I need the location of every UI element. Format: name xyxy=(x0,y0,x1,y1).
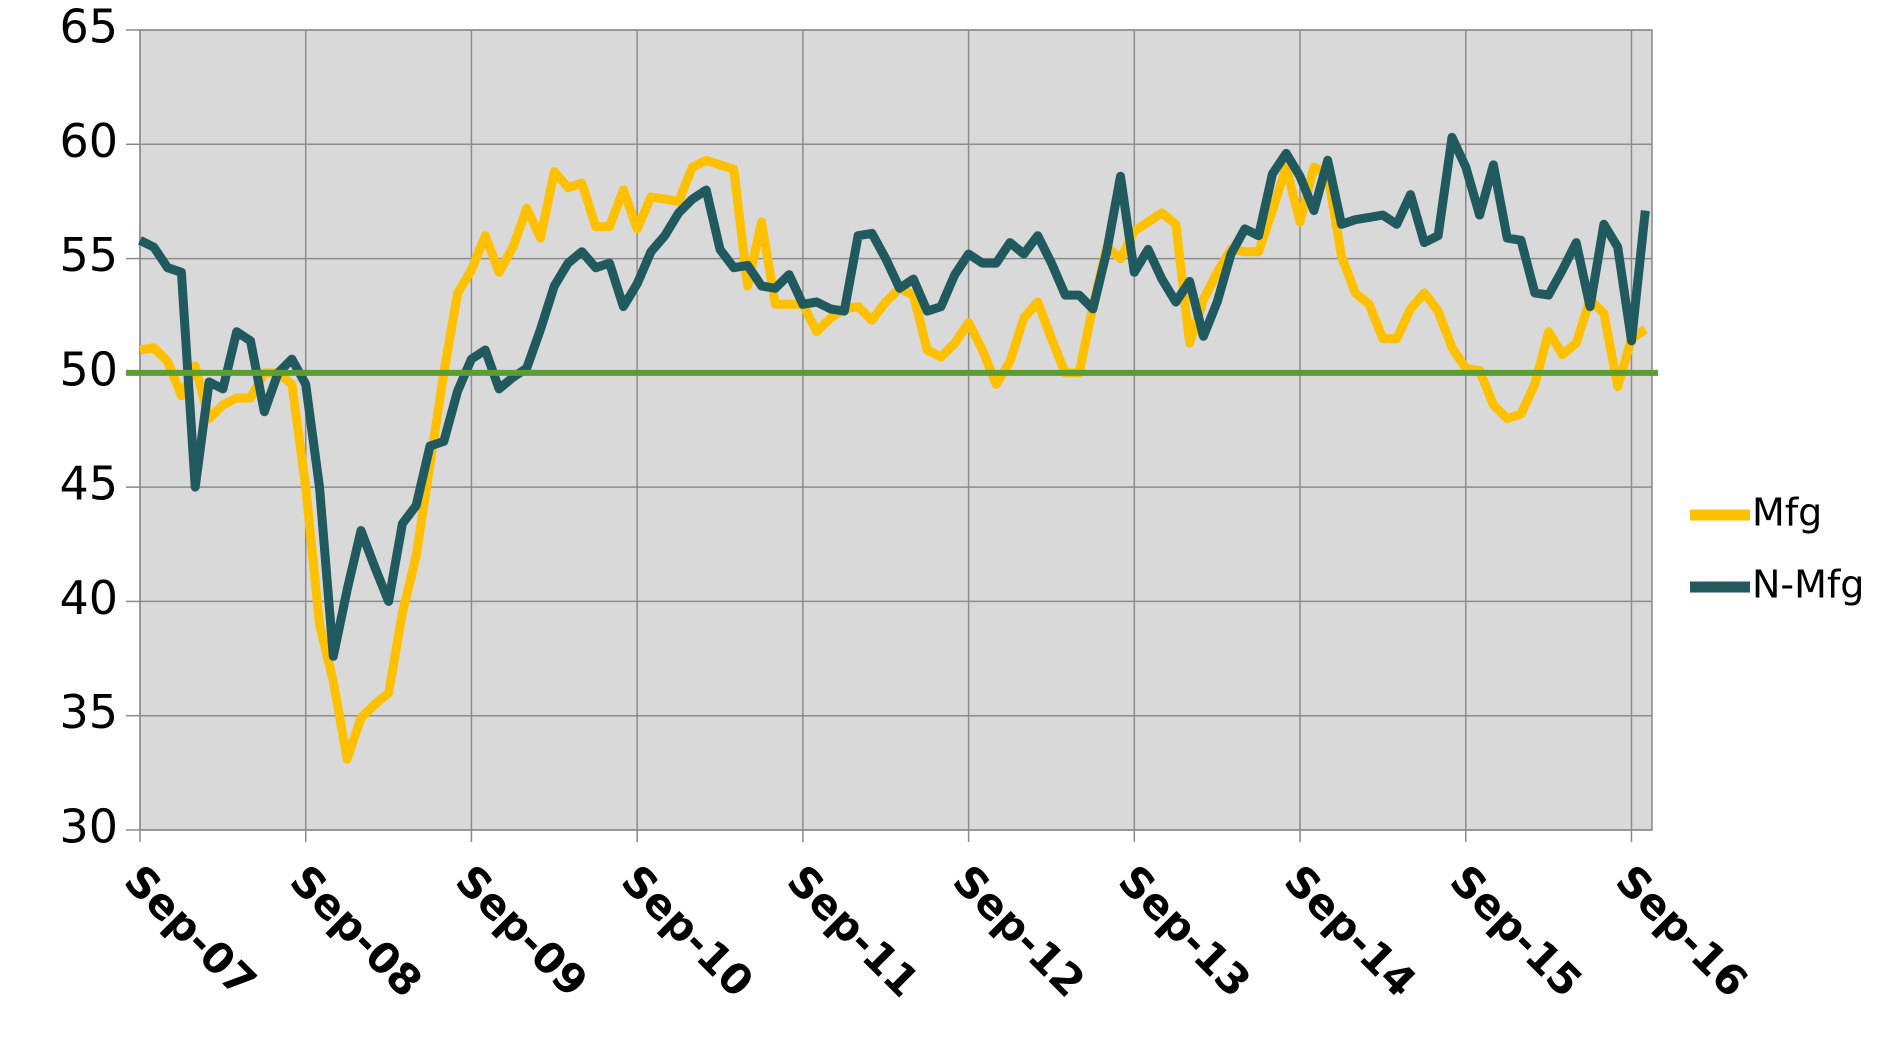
y-tick-label: 60 xyxy=(59,114,118,168)
legend-label: N-Mfg xyxy=(1752,563,1864,607)
x-tick-label: Sep-09 xyxy=(446,856,597,1007)
legend-label: Mfg xyxy=(1752,491,1822,535)
y-tick-label: 45 xyxy=(59,457,118,511)
y-tick-label: 40 xyxy=(59,571,118,625)
plot-area xyxy=(139,29,1653,831)
x-tick-label: Sep-16 xyxy=(1606,856,1757,1007)
x-tick-label: Sep-13 xyxy=(1109,856,1260,1007)
x-tick-label: Sep-12 xyxy=(943,856,1094,1007)
y-tick-label: 30 xyxy=(59,800,118,854)
y-tick-label: 35 xyxy=(59,685,118,739)
x-tick-label: Sep-11 xyxy=(778,856,929,1007)
x-tick-label: Sep-14 xyxy=(1275,856,1426,1007)
y-tick-label: 50 xyxy=(59,342,118,396)
x-tick-label: Sep-07 xyxy=(115,856,266,1007)
x-tick-label: Sep-08 xyxy=(281,856,432,1007)
y-tick-label: 55 xyxy=(59,228,118,282)
series-line xyxy=(138,132,1650,661)
x-tick-label: Sep-15 xyxy=(1441,856,1592,1007)
y-tick-label: 65 xyxy=(59,0,118,54)
x-tick-label: Sep-10 xyxy=(612,856,763,1007)
series-line xyxy=(139,155,1648,764)
